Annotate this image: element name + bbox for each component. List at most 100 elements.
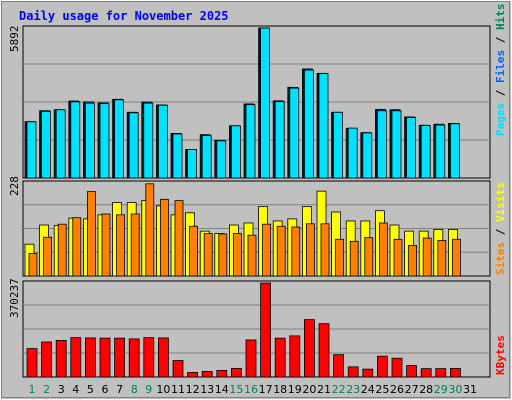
day-label-11: 11 — [171, 383, 185, 396]
legend-panel-2: Sites / Visits — [494, 182, 507, 275]
bar-kbytes-day-10 — [157, 337, 169, 378]
legend-sites: Sites — [494, 242, 507, 275]
bar-sites-day-19 — [291, 226, 301, 277]
day-label-20: 20 — [302, 383, 316, 396]
day-label-7: 7 — [116, 383, 123, 396]
bar-pages-day-13 — [201, 135, 212, 179]
bar-kbytes-day-9 — [143, 337, 155, 378]
day-label-5: 5 — [87, 383, 94, 396]
bar-pages-day-9 — [143, 102, 154, 179]
bar-kbytes-day-26 — [391, 357, 403, 378]
bar-sites-day-27 — [408, 245, 418, 277]
day-label-24: 24 — [361, 383, 375, 396]
bar-pages-day-30 — [449, 123, 460, 179]
bar-pages-day-4 — [70, 101, 81, 179]
legend-sep-3: / — [494, 222, 507, 242]
panel-2-max-label: 228 — [8, 176, 21, 196]
bar-pages-day-12 — [187, 149, 198, 179]
day-label-16: 16 — [244, 383, 258, 396]
bar-sites-day-18 — [276, 225, 286, 277]
legend-hits: Hits — [494, 4, 507, 31]
day-label-14: 14 — [215, 383, 229, 396]
day-label-19: 19 — [288, 383, 302, 396]
bar-kbytes-day-5 — [85, 337, 96, 378]
day-label-1: 1 — [29, 383, 36, 396]
bar-kbytes-day-28 — [420, 368, 432, 378]
legend-pages: Pages — [494, 103, 507, 136]
bar-kbytes-day-8 — [128, 338, 140, 378]
legend-visits: Visits — [494, 182, 507, 222]
day-label-30: 30 — [448, 383, 462, 396]
day-label-28: 28 — [419, 383, 433, 396]
bar-kbytes-day-18 — [274, 337, 286, 378]
bar-sites-day-3 — [57, 223, 67, 277]
day-label-18: 18 — [273, 383, 287, 396]
panel-3-max-label: 370237 — [8, 278, 21, 318]
bar-sites-day-28 — [422, 237, 432, 277]
day-label-12: 12 — [186, 383, 200, 396]
bar-pages-day-11 — [172, 133, 183, 179]
bar-pages-day-23 — [347, 127, 358, 179]
bar-sites-day-16 — [247, 234, 257, 277]
bar-pages-day-24 — [362, 132, 373, 179]
bar-kbytes-day-24 — [362, 368, 374, 378]
bar-kbytes-day-1 — [26, 348, 38, 378]
bar-pages-day-21 — [318, 73, 329, 179]
day-label-22: 22 — [332, 383, 346, 396]
bar-pages-day-14 — [216, 140, 227, 179]
bar-sites-day-7 — [116, 214, 125, 277]
bar-sites-day-17 — [262, 223, 272, 277]
bar-kbytes-day-3 — [55, 340, 67, 378]
bar-kbytes-day-14 — [216, 369, 228, 378]
bar-sites-day-25 — [378, 222, 388, 277]
day-label-27: 27 — [405, 383, 419, 396]
bar-pages-day-27 — [406, 117, 417, 179]
bar-sites-day-10 — [159, 198, 169, 277]
day-label-13: 13 — [200, 383, 214, 396]
day-label-25: 25 — [375, 383, 389, 396]
bar-pages-day-20 — [303, 69, 314, 179]
bar-kbytes-day-11 — [172, 360, 184, 378]
bar-kbytes-day-17 — [260, 282, 272, 378]
bar-kbytes-day-6 — [99, 337, 111, 378]
bar-kbytes-day-21 — [318, 323, 330, 378]
legend-files: Files — [494, 50, 507, 83]
bar-pages-day-26 — [391, 110, 402, 179]
day-label-15: 15 — [229, 383, 243, 396]
bar-sites-day-2 — [43, 236, 52, 277]
legend-sep-2: / — [494, 30, 507, 50]
legend-panel-1: Pages / Files / Hits — [494, 4, 507, 137]
day-label-23: 23 — [346, 383, 360, 396]
bar-pages-day-18 — [274, 101, 285, 179]
bar-pages-day-6 — [99, 103, 110, 179]
bar-pages-day-22 — [333, 111, 344, 179]
bar-kbytes-day-12 — [187, 372, 199, 378]
bar-kbytes-day-27 — [406, 365, 418, 378]
day-label-29: 29 — [434, 383, 448, 396]
legend-sep-1: / — [494, 83, 507, 103]
bar-sites-day-26 — [393, 238, 403, 277]
day-label-3: 3 — [58, 383, 65, 396]
bar-pages-day-2 — [41, 110, 51, 179]
bar-sites-day-13 — [203, 233, 213, 277]
bar-sites-day-8 — [130, 213, 140, 277]
bar-sites-day-9 — [145, 183, 155, 277]
day-label-26: 26 — [390, 383, 404, 396]
day-label-31: 31 — [463, 383, 477, 396]
bar-kbytes-day-22 — [333, 354, 345, 378]
bar-sites-day-1 — [28, 253, 38, 277]
legend-panel-3: KBytes — [494, 335, 507, 375]
bar-pages-day-15 — [230, 125, 241, 179]
bar-sites-day-20 — [305, 223, 315, 277]
bar-pages-day-7 — [114, 99, 124, 179]
bar-kbytes-day-19 — [289, 335, 301, 378]
bar-sites-day-22 — [335, 238, 345, 277]
bar-kbytes-day-16 — [245, 339, 257, 378]
bars-group — [24, 27, 461, 378]
bar-kbytes-day-13 — [201, 371, 213, 378]
bar-kbytes-day-15 — [230, 367, 242, 378]
bar-kbytes-day-25 — [376, 355, 388, 378]
bar-pages-day-25 — [376, 110, 387, 179]
